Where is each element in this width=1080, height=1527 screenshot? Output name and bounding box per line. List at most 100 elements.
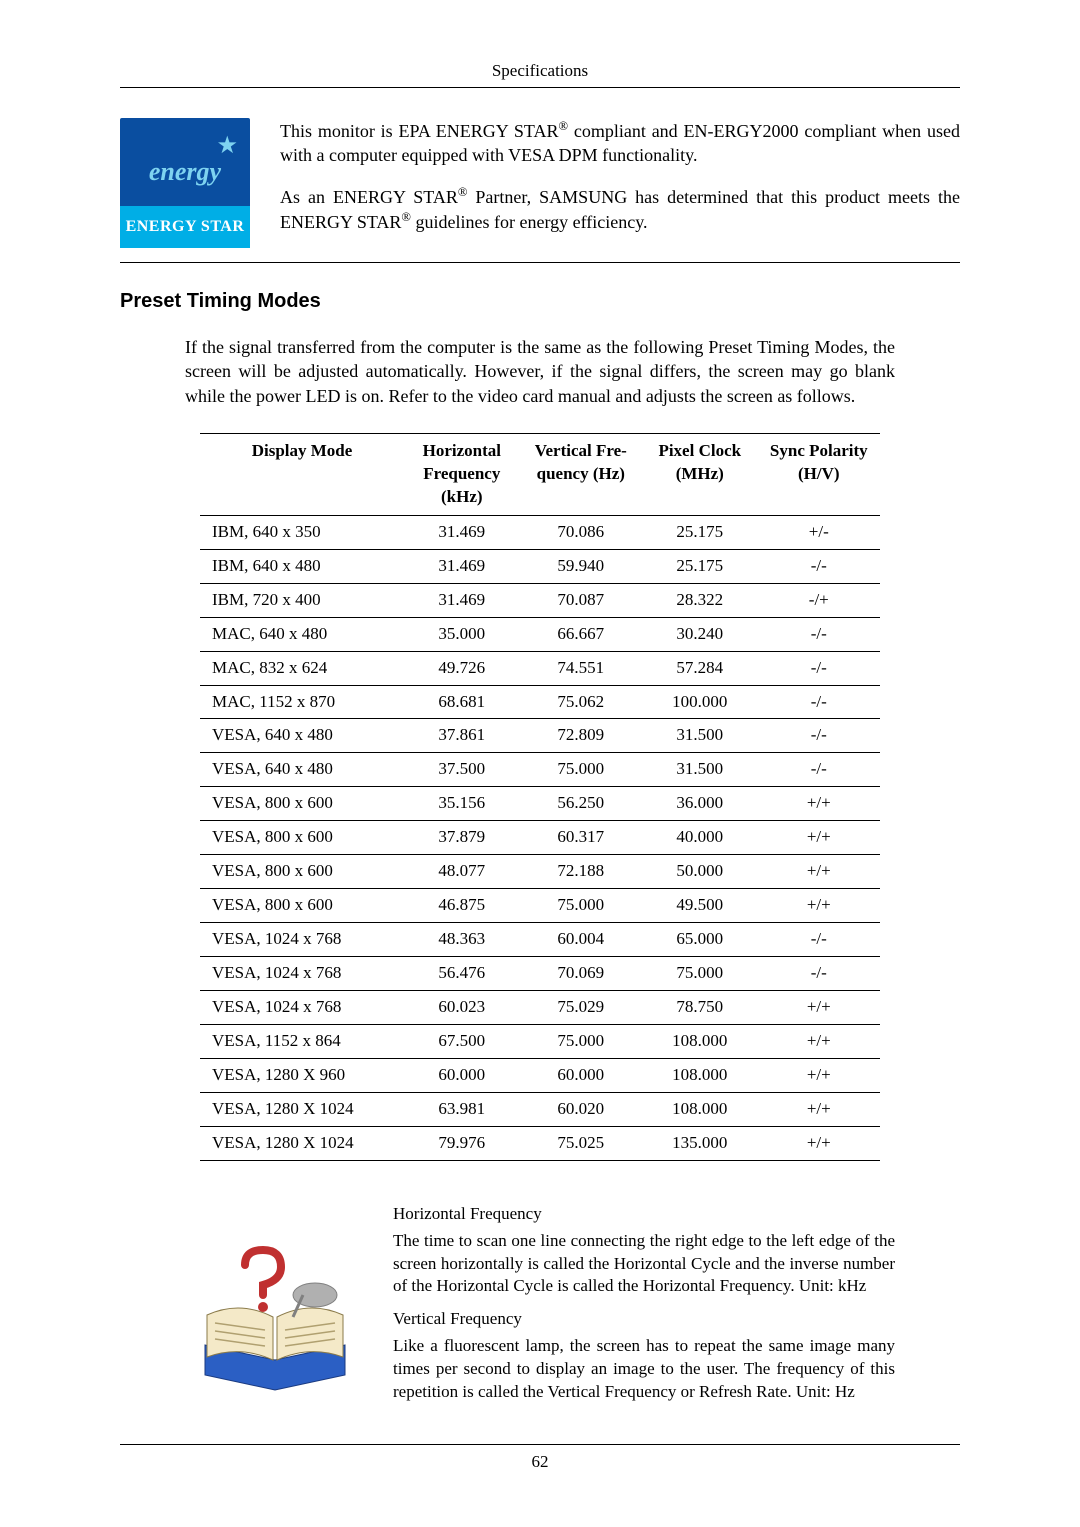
table-cell: 40.000 [642, 821, 758, 855]
table-cell: 79.976 [404, 1126, 520, 1160]
vertical-freq-title: Vertical Frequency [393, 1308, 895, 1331]
table-cell: VESA, 640 x 480 [200, 719, 404, 753]
table-cell: 108.000 [642, 1092, 758, 1126]
table-cell: 70.069 [520, 957, 642, 991]
table-cell: -/- [758, 685, 880, 719]
table-cell: 75.062 [520, 685, 642, 719]
table-cell: +/+ [758, 1058, 880, 1092]
page-number: 62 [532, 1452, 549, 1471]
table-cell: -/- [758, 719, 880, 753]
table-row: VESA, 800 x 60037.87960.31740.000+/+ [200, 821, 880, 855]
table-cell: 60.004 [520, 923, 642, 957]
table-row: VESA, 1024 x 76848.36360.00465.000-/- [200, 923, 880, 957]
table-cell: -/- [758, 651, 880, 685]
table-cell: +/+ [758, 990, 880, 1024]
table-cell: +/+ [758, 855, 880, 889]
table-row: IBM, 640 x 48031.46959.94025.175-/- [200, 549, 880, 583]
table-cell: 108.000 [642, 1058, 758, 1092]
table-row: VESA, 640 x 48037.86172.80931.500-/- [200, 719, 880, 753]
table-cell: 60.317 [520, 821, 642, 855]
table-header: Vertical Fre-quency (Hz) [520, 434, 642, 516]
table-cell: VESA, 640 x 480 [200, 753, 404, 787]
table-cell: 31.469 [404, 583, 520, 617]
table-row: VESA, 640 x 48037.50075.00031.500-/- [200, 753, 880, 787]
table-cell: VESA, 1280 X 960 [200, 1058, 404, 1092]
table-cell: 70.087 [520, 583, 642, 617]
table-cell: 35.156 [404, 787, 520, 821]
intro-p2: As an ENERGY STAR® Partner, SAMSUNG has … [280, 184, 960, 235]
table-row: MAC, 1152 x 87068.68175.062100.000-/- [200, 685, 880, 719]
table-cell: +/+ [758, 1092, 880, 1126]
table-cell: MAC, 1152 x 870 [200, 685, 404, 719]
page-footer: 62 [120, 1444, 960, 1474]
table-cell: 30.240 [642, 617, 758, 651]
table-cell: 66.667 [520, 617, 642, 651]
table-cell: 31.469 [404, 549, 520, 583]
table-cell: 68.681 [404, 685, 520, 719]
table-cell: 75.000 [520, 1024, 642, 1058]
table-cell: 78.750 [642, 990, 758, 1024]
table-cell: MAC, 640 x 480 [200, 617, 404, 651]
table-cell: IBM, 640 x 350 [200, 515, 404, 549]
table-cell: MAC, 832 x 624 [200, 651, 404, 685]
table-cell: 75.000 [520, 753, 642, 787]
table-cell: 75.029 [520, 990, 642, 1024]
table-cell: IBM, 640 x 480 [200, 549, 404, 583]
table-cell: 37.879 [404, 821, 520, 855]
table-cell: 100.000 [642, 685, 758, 719]
logo-bar: ENERGY STAR [120, 206, 250, 248]
table-cell: 56.476 [404, 957, 520, 991]
table-cell: 35.000 [404, 617, 520, 651]
table-row: VESA, 1152 x 86467.50075.000108.000+/+ [200, 1024, 880, 1058]
table-header: Pixel Clock (MHz) [642, 434, 758, 516]
table-row: VESA, 800 x 60048.07772.18850.000+/+ [200, 855, 880, 889]
table-cell: 59.940 [520, 549, 642, 583]
table-cell: -/- [758, 923, 880, 957]
table-row: VESA, 1024 x 76860.02375.02978.750+/+ [200, 990, 880, 1024]
table-row: VESA, 800 x 60035.15656.25036.000+/+ [200, 787, 880, 821]
definitions-text: Horizontal Frequency The time to scan on… [393, 1201, 895, 1415]
horizontal-freq-title: Horizontal Frequency [393, 1203, 895, 1226]
table-cell: 72.809 [520, 719, 642, 753]
table-header: Sync Polarity (H/V) [758, 434, 880, 516]
table-row: VESA, 1280 X 102479.97675.025135.000+/+ [200, 1126, 880, 1160]
table-cell: 60.000 [520, 1058, 642, 1092]
table-cell: -/- [758, 957, 880, 991]
table-row: VESA, 1280 X 96060.00060.000108.000+/+ [200, 1058, 880, 1092]
table-cell: 37.861 [404, 719, 520, 753]
table-row: IBM, 640 x 35031.46970.08625.175+/- [200, 515, 880, 549]
table-cell: 56.250 [520, 787, 642, 821]
table-cell: 48.363 [404, 923, 520, 957]
table-cell: 36.000 [642, 787, 758, 821]
table-cell: 60.000 [404, 1058, 520, 1092]
body-paragraph: If the signal transferred from the compu… [185, 335, 895, 408]
table-cell: 65.000 [642, 923, 758, 957]
energy-star-logo: ★ energy ENERGY STAR [120, 118, 250, 248]
table-row: VESA, 800 x 60046.87575.00049.500+/+ [200, 889, 880, 923]
table-cell: 46.875 [404, 889, 520, 923]
table-row: MAC, 832 x 62449.72674.55157.284-/- [200, 651, 880, 685]
table-cell: IBM, 720 x 400 [200, 583, 404, 617]
table-cell: -/- [758, 753, 880, 787]
vertical-freq-body: Like a fluorescent lamp, the screen has … [393, 1335, 895, 1404]
table-cell: 48.077 [404, 855, 520, 889]
table-row: MAC, 640 x 48035.00066.66730.240-/- [200, 617, 880, 651]
table-cell: 57.284 [642, 651, 758, 685]
table-cell: 31.469 [404, 515, 520, 549]
table-cell: -/- [758, 617, 880, 651]
table-cell: VESA, 800 x 600 [200, 889, 404, 923]
table-cell: VESA, 1024 x 768 [200, 957, 404, 991]
table-header: Display Mode [200, 434, 404, 516]
table-cell: VESA, 1024 x 768 [200, 990, 404, 1024]
table-cell: VESA, 1024 x 768 [200, 923, 404, 957]
table-cell: +/+ [758, 1126, 880, 1160]
table-cell: 75.025 [520, 1126, 642, 1160]
table-row: VESA, 1280 X 102463.98160.020108.000+/+ [200, 1092, 880, 1126]
table-cell: 74.551 [520, 651, 642, 685]
table-cell: VESA, 1280 X 1024 [200, 1092, 404, 1126]
table-cell: +/+ [758, 889, 880, 923]
table-cell: +/+ [758, 787, 880, 821]
table-header: Horizontal Frequency(kHz) [404, 434, 520, 516]
table-cell: 31.500 [642, 753, 758, 787]
table-cell: 75.000 [642, 957, 758, 991]
